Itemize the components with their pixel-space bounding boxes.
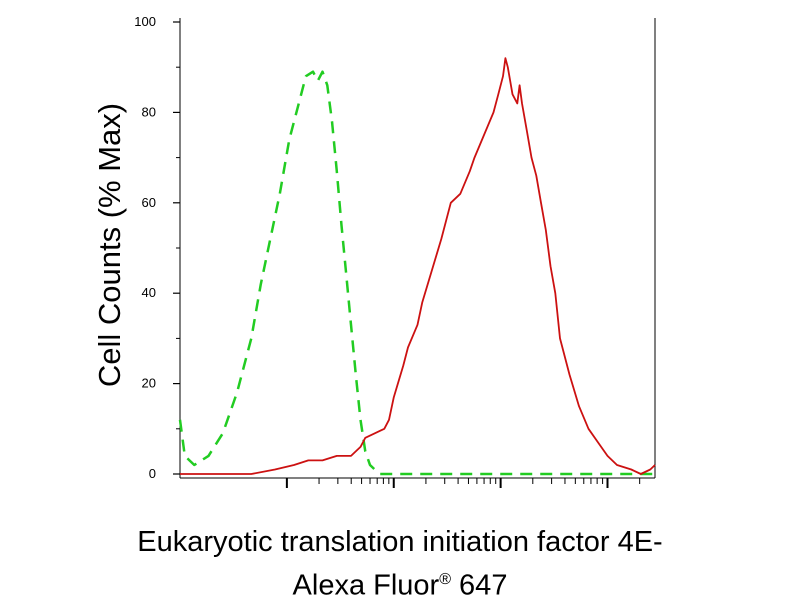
sample-histogram-line (180, 57, 656, 475)
y-tick-label: 80 (142, 104, 156, 119)
y-tick-labels: 0 20 40 60 80 100 (134, 14, 156, 481)
control-histogram-line (178, 70, 655, 476)
y-tick-label: 100 (134, 14, 156, 29)
y-tick-label: 40 (142, 285, 156, 300)
axes (173, 18, 656, 488)
y-tick-label: 60 (142, 195, 156, 210)
x-axis-label: Eukaryotic translation initiation factor… (0, 524, 800, 605)
y-axis-label: Cell Counts (% Max) (92, 102, 127, 388)
x-axis-label-line1: Eukaryotic translation initiation factor… (137, 526, 663, 558)
series-layer (178, 57, 656, 476)
registered-mark: ® (439, 571, 451, 588)
y-tick-label: 0 (149, 466, 156, 481)
x-axis-label-line2-main: Alexa Fluor (292, 569, 440, 602)
x-axis-label-line2: Alexa Fluor® 647 (0, 561, 800, 605)
x-axis-label-line2-end: 647 (451, 569, 508, 602)
y-tick-label: 20 (142, 376, 156, 391)
